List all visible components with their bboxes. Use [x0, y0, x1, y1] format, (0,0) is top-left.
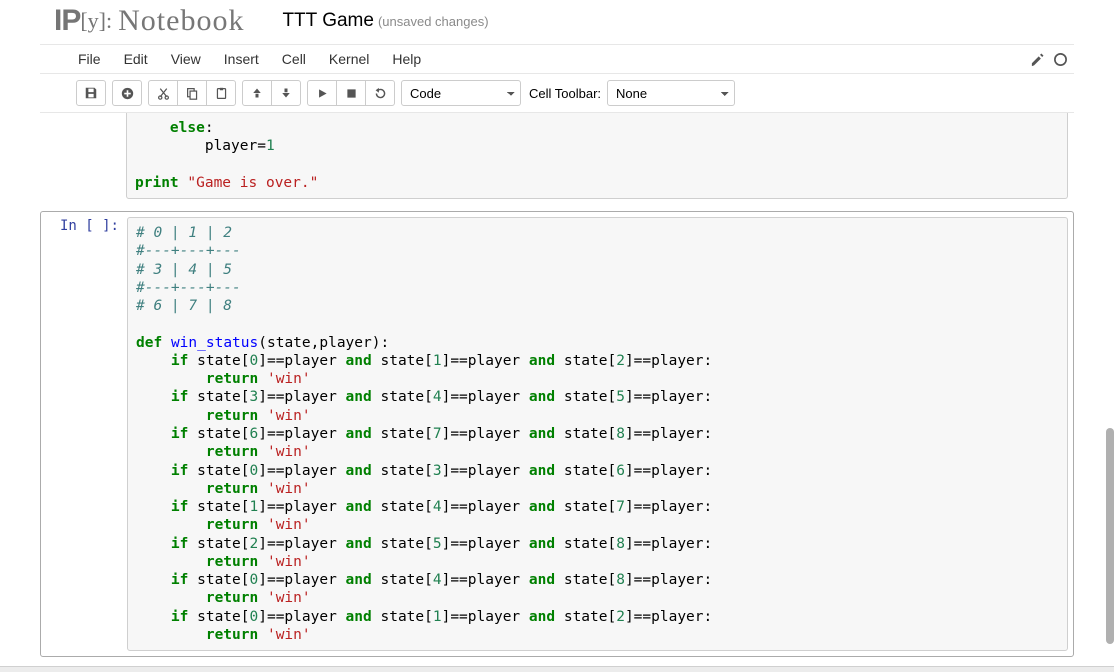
save-button[interactable]	[76, 80, 106, 106]
cell-toolbar-label: Cell Toolbar:	[529, 86, 601, 101]
save-status: (unsaved changes)	[378, 14, 489, 29]
cell-toolbar-select[interactable]: None	[607, 80, 735, 106]
copy-button[interactable]	[177, 80, 207, 106]
code-cell[interactable]: else: player=1 print "Game is over."	[40, 113, 1074, 199]
power-icon[interactable]	[1053, 52, 1068, 67]
code-editor[interactable]: # 0 | 1 | 2 #---+---+--- # 3 | 4 | 5 #--…	[136, 224, 1059, 644]
run-button[interactable]	[307, 80, 337, 106]
move-down-button[interactable]	[271, 80, 301, 106]
input-prompt: In [ ]:	[41, 212, 127, 234]
menu-insert[interactable]: Insert	[224, 51, 259, 67]
code-editor[interactable]: else: player=1 print "Game is over."	[135, 119, 1059, 192]
logo-y: [y]:	[80, 8, 112, 34]
pencil-icon[interactable]	[1030, 52, 1045, 67]
menu-file[interactable]: File	[78, 51, 101, 67]
add-cell-button[interactable]	[112, 80, 142, 106]
notebook-cells: else: player=1 print "Game is over." In …	[40, 113, 1074, 665]
move-up-button[interactable]	[242, 80, 272, 106]
menu-view[interactable]: View	[171, 51, 201, 67]
toolbar: Code Cell Toolbar: None	[40, 74, 1074, 113]
scrollbar-thumb[interactable]	[1106, 428, 1114, 644]
menu-kernel[interactable]: Kernel	[329, 51, 369, 67]
stop-button[interactable]	[336, 80, 366, 106]
menu-cell[interactable]: Cell	[282, 51, 306, 67]
menu-edit[interactable]: Edit	[124, 51, 148, 67]
restart-button[interactable]	[365, 80, 395, 106]
code-cell-selected[interactable]: In [ ]: # 0 | 1 | 2 #---+---+--- # 3 | 4…	[40, 211, 1074, 657]
logo-ip: IP	[54, 4, 80, 38]
notebook-title[interactable]: TTT Game	[282, 10, 374, 32]
notebook-page: IP [y]: Notebook TTT Game (unsaved chang…	[0, 0, 1114, 665]
header-bar: IP [y]: Notebook TTT Game (unsaved chang…	[40, 0, 1074, 45]
menu-bar: File Edit View Insert Cell Kernel Help	[40, 45, 1074, 74]
status-bar	[0, 666, 1114, 672]
logo-notebook: Notebook	[118, 4, 244, 38]
cell-type-select[interactable]: Code	[401, 80, 521, 106]
cut-button[interactable]	[148, 80, 178, 106]
menu-help[interactable]: Help	[392, 51, 421, 67]
paste-button[interactable]	[206, 80, 236, 106]
